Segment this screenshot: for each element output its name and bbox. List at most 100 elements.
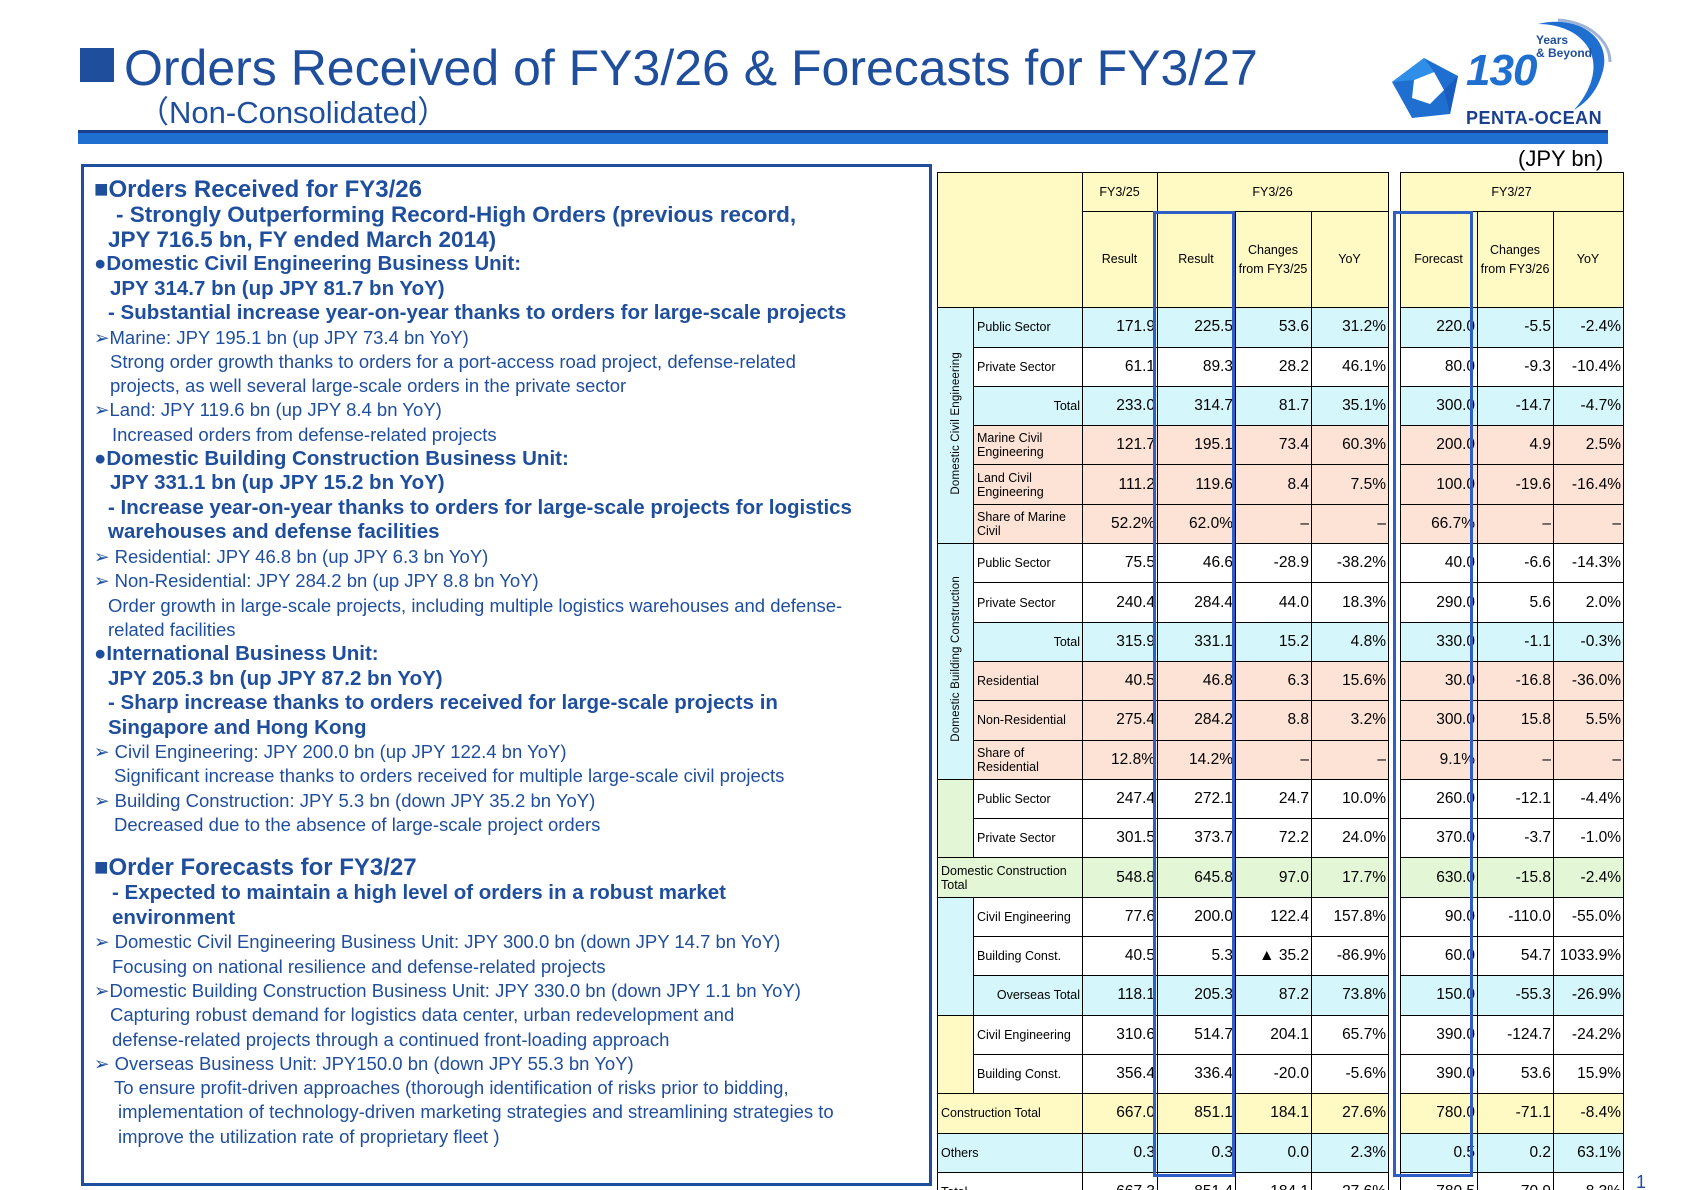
value-fy25: 548.8: [1082, 857, 1158, 898]
row-label: Non-Residential: [973, 700, 1083, 741]
value-fyoy: -24.2%: [1553, 1014, 1625, 1055]
value-fyoy: -55.0%: [1553, 896, 1625, 938]
value-yoy: 73.8%: [1310, 975, 1390, 1016]
value-fchg: 15.8: [1477, 700, 1555, 741]
table-row: Residential 40.5 46.8 6.3 15.6% 30.0 -16.8 -36.…: [938, 660, 1625, 702]
row-label: Private Sector: [973, 346, 1083, 387]
table-row: Public Sector 247.4 272.1 24.7 10.0% 260.0 -12…: [937, 778, 1625, 859]
value-fyoy: 2.0%: [1553, 582, 1625, 623]
row-label: Private Sector: [973, 582, 1083, 623]
title-rule: [78, 130, 1608, 144]
table-row: Overseas Total 118.1 205.3 87.2 73.8% 150.0 -5…: [938, 975, 1625, 1016]
panel-line: Significant increase thanks to orders re…: [114, 765, 785, 787]
group-blank: [937, 778, 974, 859]
group-building-label: Domestic Building Construction: [949, 576, 962, 742]
value-fyoy: -4.7%: [1553, 385, 1625, 427]
value-fy25: 240.4: [1082, 582, 1158, 623]
row-label: Total: [973, 385, 1083, 427]
value-yoy: 4.8%: [1310, 621, 1390, 662]
value-fy25: 77.6: [1082, 896, 1158, 938]
panel-line: Capturing robust demand for logistics da…: [110, 1004, 735, 1026]
value-fy25: 233.0: [1082, 385, 1158, 427]
table-row: Civil Engineering 310.6 514.7 204.1 65.7% 390…: [937, 1014, 1625, 1095]
value-chg: 8.4: [1235, 464, 1312, 505]
value-chg: 53.6: [1235, 307, 1312, 348]
value-fy26: 46.6: [1157, 543, 1236, 584]
value-fyoy: –: [1553, 739, 1625, 780]
value-fchg: 4.9: [1477, 425, 1555, 466]
value-fy26: 851.1: [1157, 1093, 1236, 1134]
value-fy26: 89.3: [1157, 346, 1236, 387]
page-title-text: Orders Received of FY3/26 & Forecasts fo…: [124, 40, 1258, 96]
value-yoy: 18.3%: [1310, 582, 1390, 623]
table-row: Private Sector 301.5 373.7 72.2 24.0% 370.0 -3…: [938, 818, 1625, 859]
value-fchg: -71.1: [1477, 1093, 1555, 1134]
value-fy25: 301.5: [1082, 818, 1158, 859]
panel-line: ➢ Building Construction: JPY 5.3 bn (dow…: [94, 789, 596, 811]
panel-line: - Increase year-on-year thanks to orders…: [108, 495, 852, 519]
row-label: Total: [937, 1171, 1083, 1190]
panel-line: ➢Domestic Building Construction Business…: [94, 979, 801, 1001]
panel-line: - Substantial increase year-on-year than…: [108, 301, 847, 324]
value-fc: 370.0: [1400, 818, 1479, 859]
value-fy25: 12.8%: [1082, 739, 1158, 780]
value-fyoy: -8.3%: [1553, 1171, 1625, 1190]
value-yoy: 27.6%: [1310, 1171, 1390, 1190]
header-yoy: YoY: [1553, 211, 1625, 309]
value-fyoy: -10.4%: [1553, 346, 1625, 387]
panel-line: JPY 205.3 bn (up JPY 87.2 bn YoY): [108, 666, 443, 690]
page-subtitle: （Non-Consolidated）: [138, 95, 449, 130]
table-row: Private Sector 61.1 89.3 28.2 46.1% 80.0 -9.3-…: [938, 346, 1625, 387]
value-fchg: –: [1477, 739, 1555, 780]
panel-line: Order growth in large-scale projects, in…: [108, 594, 843, 616]
value-chg: 8.8: [1235, 700, 1312, 741]
header-gap: [1388, 172, 1402, 1190]
value-fy26: 373.7: [1157, 818, 1236, 859]
value-fy26: 5.3: [1157, 936, 1236, 977]
group-blank: [937, 896, 974, 1016]
table-row: Non-Residential 275.4 284.2 8.8 3.2% 300.0 15.…: [938, 700, 1625, 741]
panel-line: Decreased due to the absence of large-sc…: [114, 814, 601, 836]
value-fc: 9.1%: [1400, 739, 1479, 780]
panel-line: ➢ Civil Engineering: JPY 200.0 bn (up JP…: [94, 741, 567, 763]
panel-line: - Strongly Outperforming Record-High Ord…: [116, 202, 797, 227]
value-fy25: 61.1: [1082, 346, 1158, 387]
value-chg: 87.2: [1235, 975, 1312, 1016]
summary-panel: ■Orders Received for FY3/26- Strongly Ou…: [81, 164, 932, 1186]
value-fc: 80.0: [1400, 346, 1479, 387]
panel-line: warehouses and defense facilities: [108, 520, 440, 544]
header-result: Result: [1157, 211, 1236, 309]
value-yoy: –: [1310, 503, 1390, 545]
row-label: Private Sector: [973, 818, 1083, 859]
panel-line: ➢Marine: JPY 195.1 bn (up JPY 73.4 bn Yo…: [94, 326, 469, 348]
value-chg: 28.2: [1235, 346, 1312, 387]
row-label: Civil Engineering: [973, 896, 1083, 938]
value-yoy: 10.0%: [1310, 778, 1390, 820]
value-fyoy: 2.5%: [1553, 425, 1625, 466]
row-label: Construction Total: [937, 1093, 1083, 1134]
value-fc: 66.7%: [1400, 503, 1479, 545]
row-label: Building Const.: [973, 936, 1083, 977]
group-civil: Domestic Civil Engineering: [937, 307, 974, 545]
value-chg: 184.1: [1235, 1171, 1312, 1190]
value-fy26: 205.3: [1157, 975, 1236, 1016]
value-fy25: 121.7: [1082, 425, 1158, 466]
value-fc: 630.0: [1400, 857, 1479, 898]
value-fy26: 336.4: [1157, 1053, 1236, 1095]
header-fy27: FY3/27: [1400, 171, 1625, 213]
panel-line: - Expected to maintain a high level of o…: [112, 881, 726, 905]
value-fchg: -16.8: [1477, 660, 1555, 702]
header-changes: Changes from FY3/25: [1235, 211, 1312, 309]
value-fy25: 310.6: [1082, 1014, 1158, 1055]
table-row: Land Civil Engineering 111.2 119.6 8.4 7.5% 1…: [938, 464, 1625, 505]
value-fchg: 54.7: [1477, 936, 1555, 977]
value-fy25: 247.4: [1082, 778, 1158, 820]
value-fc: 300.0: [1400, 700, 1479, 741]
value-fy26: 314.7: [1157, 385, 1236, 427]
value-chg: 73.4: [1235, 425, 1312, 466]
table-row: Domestic Construction Total 548.8 645.8 97.…: [937, 857, 1625, 898]
value-fy26: 514.7: [1157, 1014, 1236, 1055]
value-fy26: 14.2%: [1157, 739, 1236, 780]
value-fy26: 46.8: [1157, 660, 1236, 702]
table-row: Domestic Civil Engineering Public Sector 1…: [937, 307, 1625, 545]
